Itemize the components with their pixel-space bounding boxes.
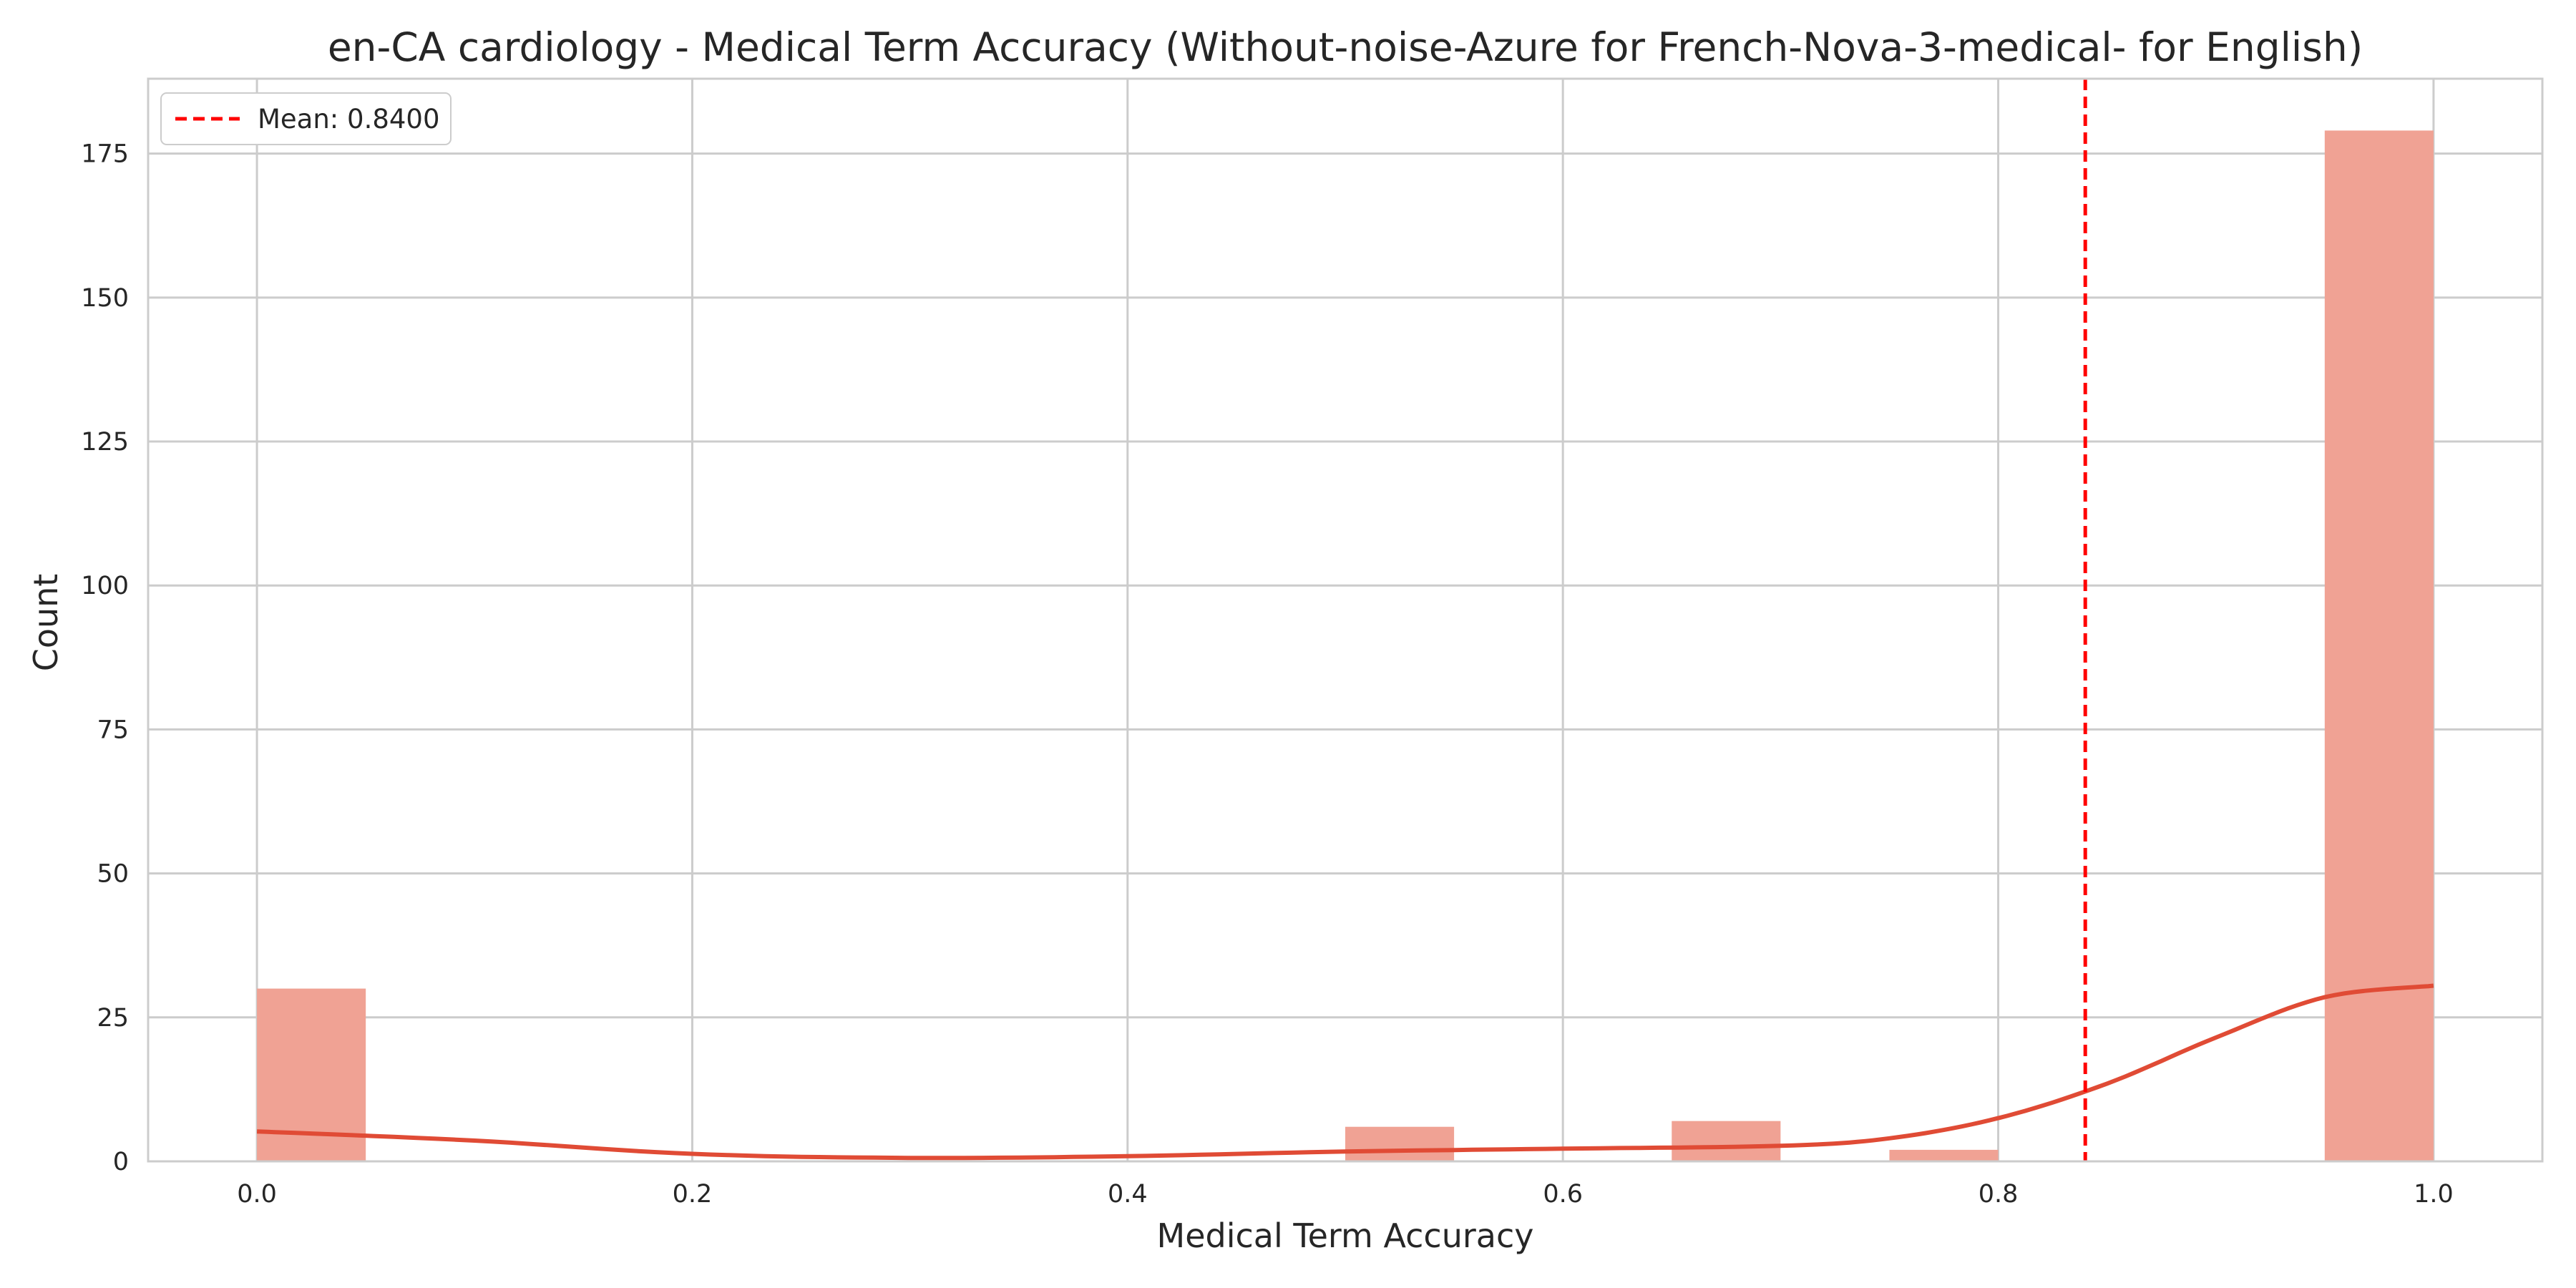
y-tick-label: 25 <box>97 1004 129 1033</box>
y-tick-labels: 0 25 50 75 100 125 150 175 <box>81 140 129 1176</box>
bars-layer <box>257 130 2434 1161</box>
histogram-bar <box>1889 1149 1999 1161</box>
y-tick-label: 100 <box>81 572 129 600</box>
y-tick-label: 0 <box>113 1148 129 1176</box>
x-axis-title: Medical Term Accuracy <box>1157 1216 1534 1255</box>
grid-layer <box>148 79 2542 1163</box>
legend-box <box>160 92 452 145</box>
y-tick-label: 150 <box>81 284 129 313</box>
kde-curve <box>256 983 2434 1161</box>
plot-frame <box>147 77 2544 1163</box>
x-tick-label: 0.0 <box>237 1180 277 1209</box>
histogram-bar <box>1345 1126 1455 1161</box>
legend-mean-label: Mean: 0.8400 <box>258 104 440 135</box>
x-tick-label: 0.8 <box>1979 1180 2019 1209</box>
x-tick-label: 0.2 <box>673 1180 713 1209</box>
kde-layer <box>256 983 2434 1161</box>
chart-title: en-CA cardiology - Medical Term Accuracy… <box>328 24 2363 70</box>
x-tick-label: 0.4 <box>1108 1180 1148 1209</box>
legend: Mean: 0.8400 <box>160 92 452 145</box>
y-tick-label: 125 <box>81 428 129 457</box>
y-tick-label: 50 <box>97 860 129 889</box>
histogram-bar <box>1672 1121 1781 1161</box>
y-tick-label: 75 <box>97 716 129 744</box>
histogram-bar <box>2324 130 2434 1161</box>
x-tick-labels: 0.0 0.2 0.4 0.6 0.8 1.0 <box>237 1180 2453 1209</box>
x-tick-label: 1.0 <box>2414 1180 2454 1209</box>
y-tick-label: 175 <box>81 140 129 169</box>
x-tick-label: 0.6 <box>1543 1180 1583 1209</box>
y-axis-title: Count <box>26 574 65 672</box>
